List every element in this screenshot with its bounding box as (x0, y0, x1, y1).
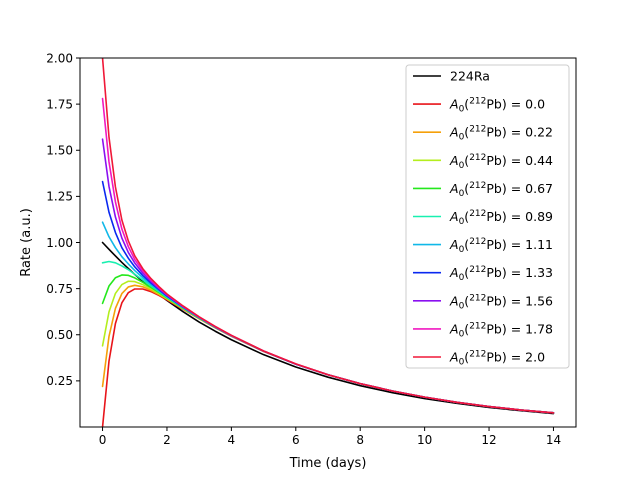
legend-label-part: 0 (459, 245, 465, 255)
legend-label-part: A (449, 209, 459, 224)
legend-label-part: ( (464, 125, 469, 140)
legend-label: A0(212Pb) = 2.0 (449, 350, 545, 368)
legend-label-part: 212 (469, 237, 486, 247)
series-line-0 (101, 241, 555, 415)
legend-label-part: Pb) = 0.44 (486, 153, 553, 168)
x-tick-label: 2 (163, 433, 171, 447)
legend-label: A0(212Pb) = 0.0 (449, 97, 545, 115)
y-axis-label: Rate (a.u.) (19, 208, 34, 277)
legend-label-part: 212 (469, 209, 486, 219)
legend-label-part: ( (464, 350, 469, 365)
legend-label-part: A (449, 321, 459, 336)
legend-label: A0(212Pb) = 1.56 (449, 293, 553, 311)
legend-label: A0(212Pb) = 0.67 (449, 181, 553, 199)
y-tick-label: 1.50 (46, 144, 73, 158)
legend-label-part: 212 (469, 265, 486, 275)
legend-label: A0(212Pb) = 1.78 (449, 321, 553, 339)
legend-label-part: Pb) = 2.0 (486, 350, 545, 365)
y-tick-label: 0.75 (46, 282, 73, 296)
legend-label-part: ( (464, 181, 469, 196)
series-line-10 (101, 58, 555, 414)
x-tick-label: 8 (356, 433, 364, 447)
legend-label-part: 0 (459, 105, 465, 115)
x-tick-label: 14 (546, 433, 561, 447)
x-tick-label: 10 (417, 433, 432, 447)
legend-label-part: ( (464, 265, 469, 280)
legend-label-part: 0 (459, 273, 465, 283)
y-tick-label: 0.25 (46, 374, 73, 388)
x-tick-label: 4 (228, 433, 236, 447)
legend-label: 224Ra (450, 69, 490, 84)
legend-label-part: Pb) = 1.78 (486, 321, 553, 336)
legend-label-part: 0 (459, 217, 465, 227)
legend-label: A0(212Pb) = 1.11 (449, 237, 553, 255)
legend-label-part: ( (464, 237, 469, 252)
series-layer (101, 58, 555, 427)
legend-label-part: 212 (469, 97, 486, 107)
legend-label-part: ( (464, 209, 469, 224)
legend-label-part: 0 (459, 358, 465, 368)
legend-label-part: ( (464, 293, 469, 308)
legend-label-part: A (449, 125, 459, 140)
legend-label-part: ( (464, 321, 469, 336)
y-tick-label: 1.75 (46, 97, 73, 111)
legend-label-part: Pb) = 0.22 (486, 125, 553, 140)
y-tick-label: 0.50 (46, 328, 73, 342)
legend-label-part: A (449, 97, 459, 112)
legend-label-part: A (449, 293, 459, 308)
legend-label-part: ( (464, 97, 469, 112)
legend-label-part: 0 (459, 133, 465, 143)
axes-layer: 0 2 4 6 8 10 12 14 0.25 0.50 0.75 1.00 1.25 1.50 1.75 2… (46, 51, 561, 447)
legend-label-part: Pb) = 1.11 (486, 237, 553, 252)
legend-label-part: Pb) = 0.0 (486, 97, 545, 112)
legend-label-part: Pb) = 0.89 (486, 209, 553, 224)
legend-label-part: A (449, 153, 459, 168)
legend-label-part: Pb) = 1.33 (486, 265, 553, 280)
legend-label-part: A (449, 350, 459, 365)
x-tick-label: 12 (481, 433, 496, 447)
legend-label-part: 212 (469, 125, 486, 135)
x-axis-label: Time (days) (289, 456, 367, 471)
legend-label: A0(212Pb) = 0.44 (449, 153, 553, 171)
legend-label: A0(212Pb) = 0.89 (449, 209, 553, 227)
legend-label-part: ( (464, 153, 469, 168)
y-tick-label: 2.00 (46, 51, 73, 65)
legend-label-part: A (449, 181, 459, 196)
legend-label-part: 212 (469, 293, 486, 303)
x-tick-label: 6 (292, 433, 300, 447)
x-tick-label: 0 (99, 433, 107, 447)
legend-label-part: 212 (469, 321, 486, 331)
legend-label-part: 0 (459, 301, 465, 311)
y-tick-label: 1.25 (46, 190, 73, 204)
legend-label-part: 212 (469, 153, 486, 163)
legend-label-part: 0 (459, 189, 465, 199)
legend-label-part: 212 (469, 181, 486, 191)
legend-label: A0(212Pb) = 1.33 (449, 265, 553, 283)
legend-label-part: Pb) = 1.56 (486, 293, 553, 308)
legend-label-part: Pb) = 0.67 (486, 181, 553, 196)
legend-label-part: 0 (459, 161, 465, 171)
legend-label: A0(212Pb) = 0.22 (449, 125, 553, 143)
legend-label-part: 212 (469, 350, 486, 360)
legend-label-part: 0 (459, 329, 465, 339)
legend-label-part: A (449, 265, 459, 280)
legend-label-part: A (449, 237, 459, 252)
legend-box (405, 64, 570, 369)
y-tick-label: 1.00 (46, 236, 73, 250)
